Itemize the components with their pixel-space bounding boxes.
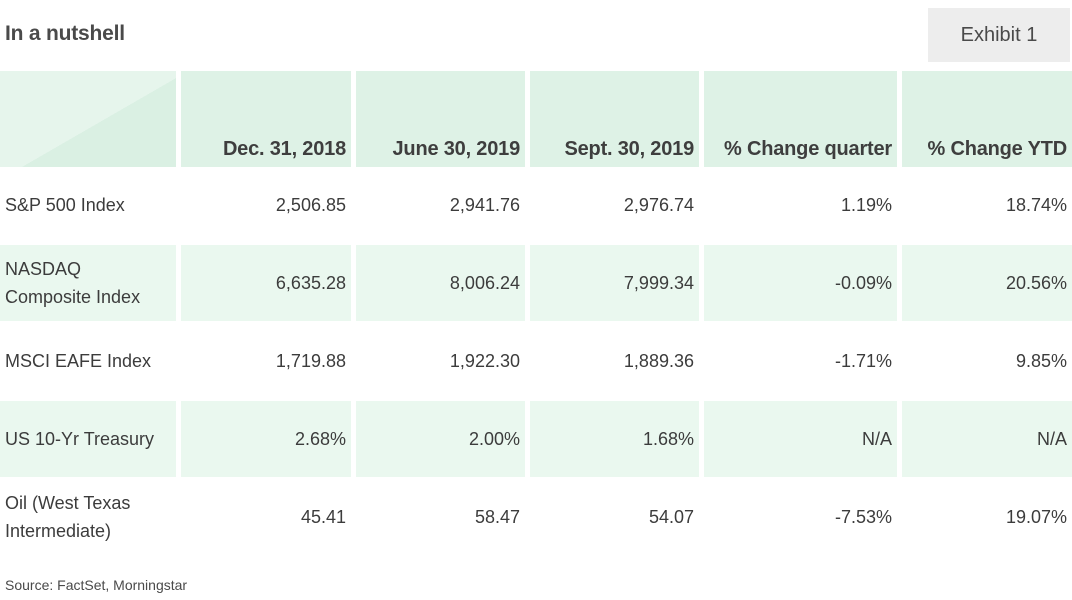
table-cell: 19.07% <box>1005 506 1067 527</box>
row-label: US 10-Yr Treasury <box>0 401 176 477</box>
table-cell: -0.09% <box>704 245 897 321</box>
row-label: Oil (West Texas Intermediate) <box>5 493 131 541</box>
row-label: MSCI EAFE Index <box>5 351 152 371</box>
table-cell: N/A <box>704 401 897 477</box>
table-cell: 20.56% <box>902 245 1072 321</box>
page-title: In a nutshell <box>5 22 125 45</box>
data-table: Dec. 31, 2018 June 30, 2019 Sept. 30, 20… <box>0 71 1072 557</box>
column-header: % Change YTD <box>902 71 1072 167</box>
table-cell: 1,922.30 <box>449 350 520 371</box>
table-cell: 18.74% <box>1005 194 1067 215</box>
table-cell: 45.41 <box>300 506 346 527</box>
table-cell: 54.07 <box>648 506 694 527</box>
row-label: S&P 500 Index <box>5 195 125 215</box>
table-row: US 10-Yr Treasury 2.68% 2.00% 1.68% N/A … <box>0 401 1072 479</box>
table-row: MSCI EAFE Index 1,719.88 1,922.30 1,889.… <box>0 323 1072 401</box>
table-row: S&P 500 Index 2,506.85 2,941.76 2,976.74… <box>0 167 1072 245</box>
table-cell: -7.53% <box>834 506 892 527</box>
table-row: Oil (West Texas Intermediate) 45.41 58.4… <box>0 479 1072 557</box>
column-header: % Change quarter <box>704 71 897 167</box>
table-cell: 7,999.34 <box>530 245 699 321</box>
table-cell: 8,006.24 <box>356 245 525 321</box>
row-label: NASDAQ Composite Index <box>0 245 176 321</box>
column-header: June 30, 2019 <box>356 71 525 167</box>
table-cell: 6,635.28 <box>181 245 351 321</box>
column-header: Dec. 31, 2018 <box>181 71 351 167</box>
column-header: Sept. 30, 2019 <box>530 71 699 167</box>
table-cell: N/A <box>902 401 1072 477</box>
source-note: Source: FactSet, Morningstar <box>5 577 188 593</box>
table-cell: -1.71% <box>834 350 892 371</box>
table-cell: 2,941.76 <box>449 194 520 215</box>
table-cell: 2.68% <box>181 401 351 477</box>
table-cell: 1,889.36 <box>623 350 694 371</box>
table-cell: 2,976.74 <box>623 194 694 215</box>
header-corner-cell <box>0 71 176 167</box>
table-cell: 9.85% <box>1015 350 1067 371</box>
table-cell: 2,506.85 <box>275 194 346 215</box>
exhibit-badge: Exhibit 1 <box>928 8 1070 62</box>
table-cell: 58.47 <box>474 506 520 527</box>
table-header-row: Dec. 31, 2018 June 30, 2019 Sept. 30, 20… <box>0 71 1072 167</box>
table-row: NASDAQ Composite Index 6,635.28 8,006.24… <box>0 245 1072 323</box>
table-cell: 1.19% <box>840 194 892 215</box>
table-cell: 2.00% <box>356 401 525 477</box>
table-cell: 1.68% <box>530 401 699 477</box>
table-cell: 1,719.88 <box>275 350 346 371</box>
